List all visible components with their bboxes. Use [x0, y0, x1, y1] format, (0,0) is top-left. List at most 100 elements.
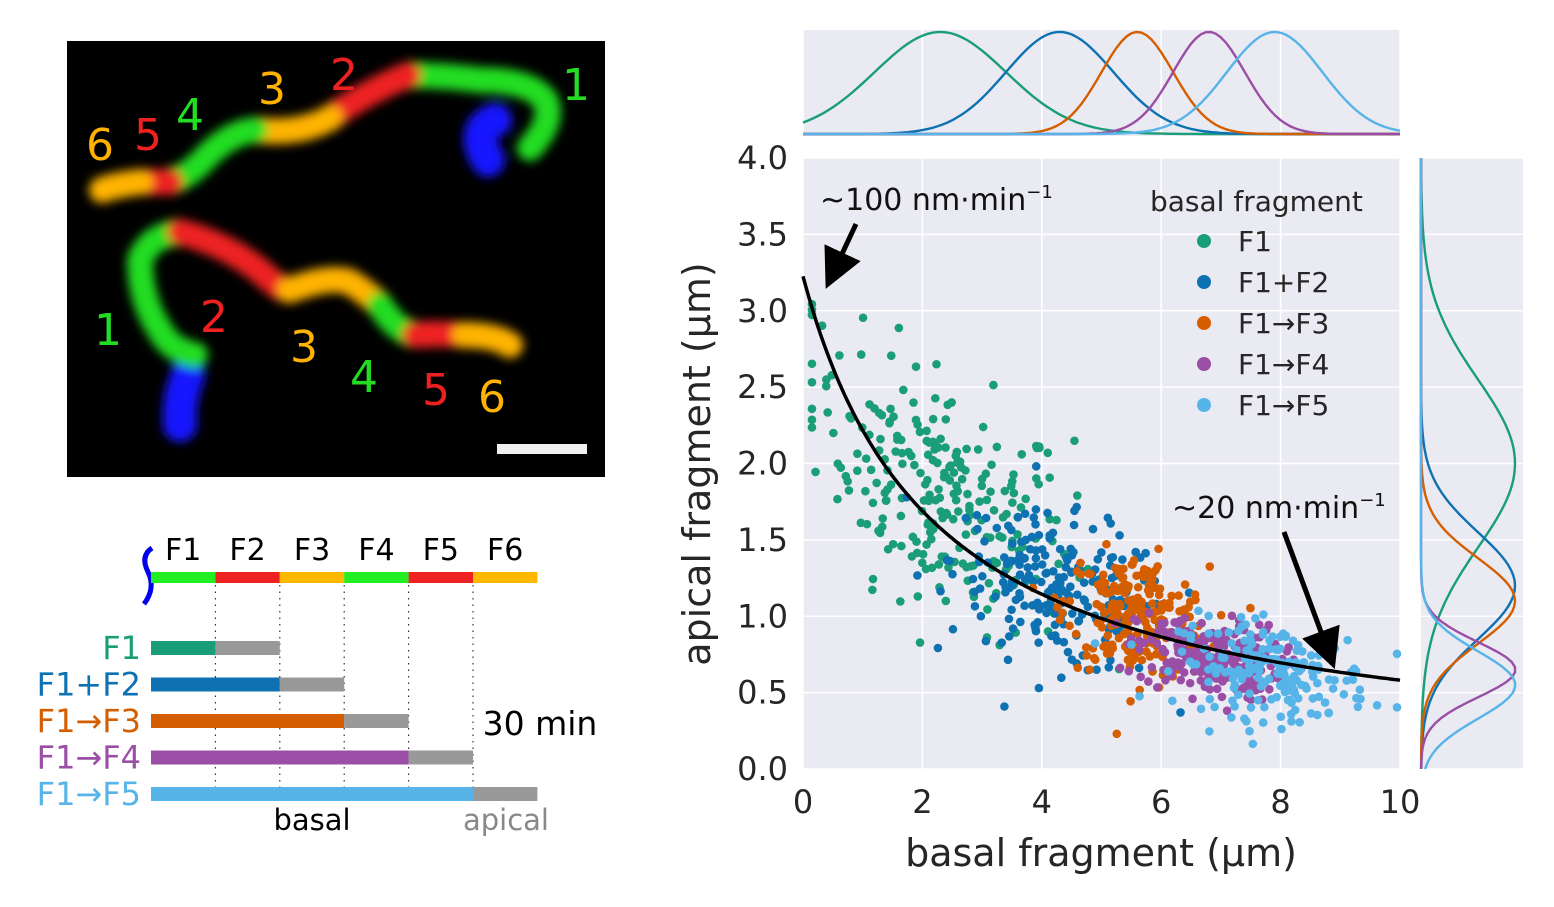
data-point — [1258, 718, 1268, 727]
data-point — [1127, 640, 1136, 649]
schematic-row-label: F1 — [102, 629, 141, 667]
data-point — [1104, 663, 1114, 672]
legend-marker — [1197, 357, 1211, 371]
data-point — [1068, 609, 1077, 618]
data-point — [858, 313, 868, 323]
data-point — [945, 476, 955, 485]
x-tick-label: 8 — [1270, 783, 1290, 821]
data-point — [1138, 572, 1148, 582]
data-point — [1271, 645, 1280, 654]
data-point — [807, 359, 817, 369]
data-point — [913, 571, 922, 580]
data-point — [1016, 617, 1025, 627]
data-point — [1142, 647, 1151, 657]
data-point — [1048, 567, 1058, 576]
data-point — [918, 558, 927, 568]
data-point — [1144, 677, 1153, 686]
data-point — [1045, 473, 1054, 482]
data-point — [1009, 488, 1019, 498]
data-point — [807, 415, 817, 425]
data-point — [868, 574, 878, 584]
segment-bar-f6 — [473, 572, 538, 583]
data-point — [1013, 512, 1023, 522]
data-point — [1253, 695, 1263, 705]
data-point — [1228, 667, 1237, 677]
data-point — [1002, 509, 1011, 519]
schematic-row-label: F1→F3 — [37, 702, 141, 740]
schematic-row: F1 — [102, 629, 280, 667]
data-point — [807, 377, 817, 387]
data-point — [1210, 702, 1219, 712]
data-point — [912, 537, 921, 546]
data-point — [861, 486, 870, 496]
data-point — [972, 510, 982, 520]
data-point — [1048, 528, 1058, 538]
data-point — [1204, 677, 1213, 687]
data-point — [1084, 569, 1094, 578]
data-point — [1088, 524, 1098, 534]
data-point — [1230, 702, 1239, 711]
data-point — [1029, 513, 1039, 522]
data-point — [1196, 704, 1206, 714]
blue-seed-mark — [141, 545, 154, 606]
data-point — [1256, 681, 1266, 691]
data-point — [822, 375, 831, 384]
data-point — [1092, 599, 1102, 609]
data-point — [1353, 702, 1363, 712]
data-point — [1016, 503, 1026, 512]
data-point — [986, 487, 995, 496]
data-point — [1222, 706, 1232, 715]
data-point — [933, 458, 942, 468]
data-point — [992, 442, 1002, 452]
data-point — [948, 569, 957, 579]
data-point — [1135, 636, 1144, 646]
apical-bar — [215, 641, 280, 655]
data-point — [948, 624, 958, 634]
data-point — [1167, 627, 1176, 637]
data-point — [1070, 436, 1079, 446]
data-point — [1023, 563, 1033, 572]
data-point — [1065, 596, 1075, 606]
data-point — [885, 418, 894, 428]
data-point — [1135, 645, 1144, 654]
segment-bar-f1 — [151, 572, 216, 583]
marginal-x-panel — [802, 30, 1401, 136]
data-point — [1071, 629, 1081, 639]
data-point — [910, 460, 919, 470]
data-point — [872, 478, 881, 488]
data-point — [1045, 587, 1054, 596]
data-point — [941, 596, 951, 606]
data-point — [1372, 701, 1382, 710]
upper-label-5: 5 — [134, 110, 162, 161]
legend-entry: F1→F3 — [1238, 307, 1329, 340]
data-point — [998, 533, 1007, 542]
data-point — [929, 524, 938, 534]
data-point — [1083, 602, 1093, 612]
data-point — [1392, 649, 1402, 659]
data-point — [918, 549, 928, 559]
data-point — [1124, 666, 1134, 676]
legend-marker — [1197, 316, 1211, 330]
data-point — [933, 643, 943, 653]
data-point — [1020, 509, 1030, 519]
segment-bar-f3 — [279, 572, 345, 583]
schematic-row: F1+F2 — [37, 666, 345, 704]
data-point — [1233, 626, 1243, 636]
data-point — [1193, 653, 1203, 662]
data-point — [1205, 694, 1215, 704]
data-point — [989, 505, 999, 515]
data-point — [1147, 662, 1157, 672]
data-point — [1227, 713, 1236, 722]
data-point — [1254, 620, 1264, 630]
data-point — [841, 471, 851, 481]
data-point — [1013, 530, 1022, 539]
segment-label-f1: F1 — [165, 533, 201, 568]
data-point — [1246, 703, 1256, 712]
basal-label: basal — [273, 803, 350, 837]
data-point — [1167, 591, 1176, 601]
data-point — [1265, 685, 1274, 694]
data-point — [1177, 659, 1186, 668]
segment-label-f4: F4 — [358, 533, 394, 568]
data-point — [1216, 610, 1226, 620]
marginal-x-curve — [803, 30, 1401, 136]
